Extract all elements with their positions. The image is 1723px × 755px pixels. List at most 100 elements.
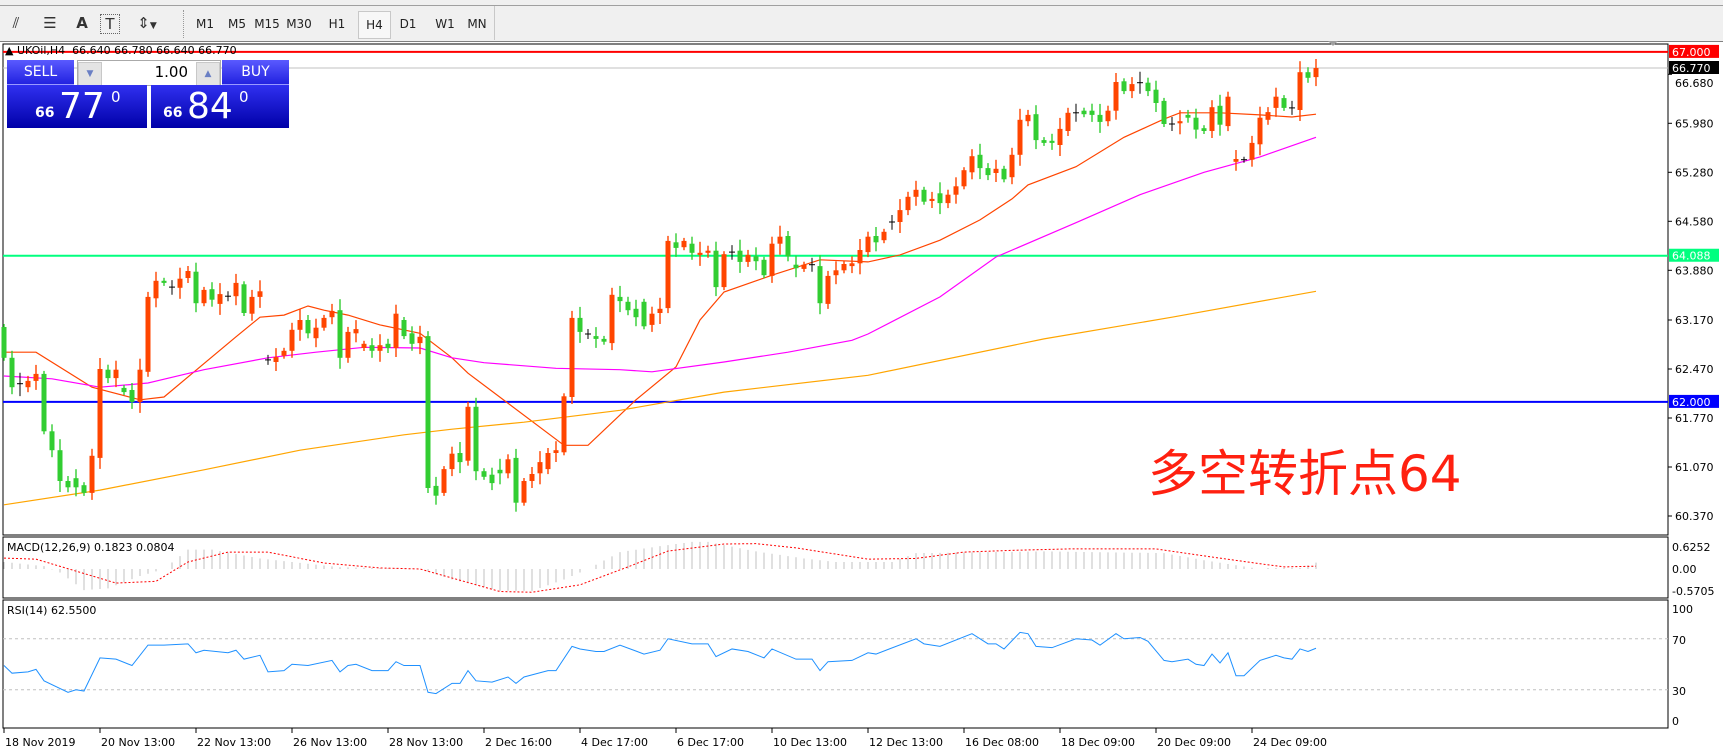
bear-candle [337,310,343,358]
price-axis-label: 65.280 [1675,166,1714,179]
buy-price-big: 84 [187,86,233,127]
bull-candle [561,396,567,453]
sell-price-big: 77 [59,86,105,127]
bull-candle [417,336,423,344]
buy-price-fraction: 0 [239,88,249,106]
bull-candle [25,380,31,388]
bull-candle [393,313,399,348]
date-axis-label: 18 Dec 09:00 [1061,736,1135,749]
bear-candle [369,345,375,351]
arrows-glyph: ⇕ [137,14,150,32]
date-axis-label: 24 Dec 09:00 [1253,736,1327,749]
bull-candle [697,252,703,255]
bear-candle [625,301,631,311]
text-label-icon[interactable]: T [100,14,120,34]
bull-candle [1209,107,1215,131]
bull-candle [345,331,351,358]
macd-axis-label: 0.6252 [1672,541,1711,554]
bull-candle [833,270,839,276]
bear-candle [1305,72,1311,78]
price-axis-label: 65.980 [1675,117,1714,130]
sell-button[interactable]: SELL [7,60,74,85]
price-axis-label: 63.170 [1675,314,1714,327]
elliott-wave-icon[interactable]: ⫽ [12,14,20,32]
bull-candle [905,196,911,211]
bear-candle [577,317,583,332]
timeframe-mn[interactable]: MN [467,17,487,31]
fibonacci-fan-icon[interactable]: ☰ [43,14,57,32]
price-line-label-bg [1669,394,1719,408]
bear-candle [1201,128,1207,131]
bear-candle [713,250,719,288]
timeframe-m1[interactable]: M1 [196,17,214,31]
bull-candle [929,198,935,201]
bear-candle [9,357,15,388]
date-axis-label: 18 Nov 2019 [5,736,75,749]
bull-candle [1129,84,1135,92]
arrows-icon[interactable]: ⇕▼ [130,12,164,34]
bear-candle [985,168,991,176]
bear-candle [401,320,407,337]
rsi-panel-frame [2,599,1669,729]
macd-title: MACD(12,26,9) 0.1823 0.0804 [7,541,175,554]
buy-button[interactable]: BUY [222,60,289,85]
lot-value[interactable]: 1.00 [154,63,188,81]
bull-candle [281,350,287,356]
lot-decrease-icon[interactable]: ▼ [78,62,102,86]
text-icon[interactable]: A [76,14,88,32]
timeframe-w1[interactable]: W1 [435,17,455,31]
chart-shift-marker-icon [1328,41,1338,46]
chart-toolbar: ⫽ ☰ A T ⇕▼ M1 M5 M15 M30 H1 H4 D1 W1 MN [0,6,495,40]
buy-price-box[interactable]: 66 84 0 [151,85,289,128]
bear-candle [633,308,639,318]
lot-size-field[interactable]: ▼ 1.00 ▲ [77,60,221,86]
ma-mid-line [3,136,1317,388]
bear-candle [1089,110,1095,115]
sell-price-box[interactable]: 66 77 0 [7,85,147,128]
bull-candle [89,455,95,493]
bear-candle [761,259,767,276]
bull-candle [665,240,671,309]
timeframe-h1[interactable]: H1 [328,17,346,31]
upper-toolbar-strip [0,0,1723,6]
lot-increase-icon[interactable]: ▲ [196,62,220,86]
bear-candle [641,301,647,327]
bear-candle [689,243,695,253]
bull-candle [353,329,359,334]
price-axis-label: 62.470 [1675,363,1714,376]
rsi-axis-label: 70 [1672,634,1686,647]
collapse-triangle-icon[interactable]: ▲ [5,44,17,57]
timeframe-m30[interactable]: M30 [286,17,312,31]
bull-candle [1249,142,1255,160]
bull-candle [953,186,959,195]
bear-candle [593,336,599,339]
bull-candle [441,469,447,493]
macd-signal-line [3,543,1317,593]
bear-candle [425,336,431,488]
bear-candle [673,242,679,248]
bull-candle [1057,128,1063,145]
bull-candle [185,271,191,278]
bull-candle [545,453,551,470]
bull-candle [233,282,239,297]
timeframe-h4[interactable]: H4 [358,11,391,39]
bear-candle [1041,140,1047,143]
date-axis-label: 12 Dec 13:00 [869,736,943,749]
bull-candle [849,263,855,267]
chart-window[interactable] [0,41,1723,755]
timeframe-d1[interactable]: D1 [399,17,417,31]
rsi-title: RSI(14) 62.5500 [7,604,96,617]
bear-candle [1097,114,1103,122]
rsi-axis-label: 0 [1672,715,1679,728]
timeframe-m15[interactable]: M15 [254,17,280,31]
one-click-trading-panel: SELL ▼ 1.00 ▲ BUY 66 77 0 66 84 0 [7,60,289,140]
price-axis-label: 60.370 [1675,510,1714,523]
bear-candle [105,369,111,379]
bull-candle [1025,114,1031,122]
chevron-down-icon[interactable]: ▼ [149,21,157,31]
bull-candle [657,308,663,313]
bear-candle [209,289,215,300]
bear-candle [497,469,503,474]
timeframe-m5[interactable]: M5 [228,17,246,31]
